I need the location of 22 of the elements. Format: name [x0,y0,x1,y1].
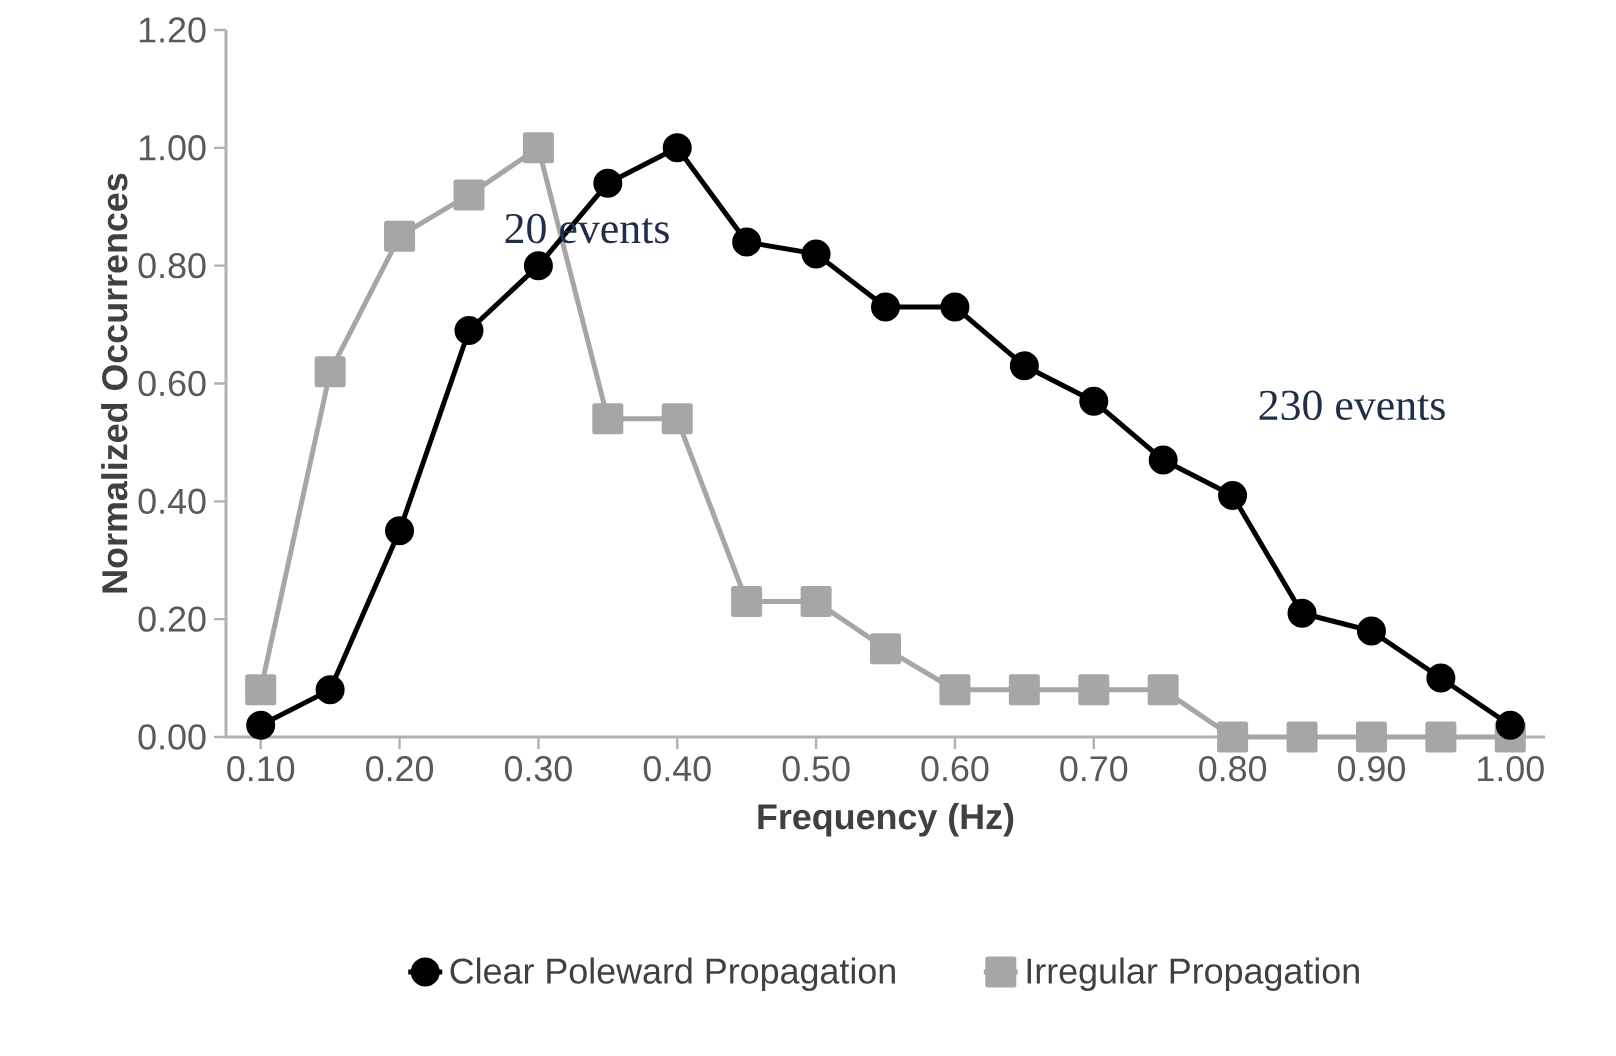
x-tick-label: 0.80 [1199,756,1267,782]
x-tick-label: 0.30 [504,756,572,782]
y-tick-label: 1.20 [139,17,206,43]
x-tick-label: 0.70 [1060,756,1128,782]
y-axis-title: Normalized Occurrences [101,173,128,593]
y-tick-label: 0.20 [138,606,206,632]
x-tick-label: 0.90 [1337,756,1405,782]
annotation: 230 events [1259,390,1445,421]
y-tick-label: 0.80 [138,252,206,279]
y-tick-label: 0.00 [138,724,206,750]
x-axis-title: Frequency (Hz) [758,803,1014,837]
x-tick-label: 0.60 [921,756,989,782]
legend-label: Clear Poleward Propagation [450,957,895,991]
legend-label: Irregular Propagation [1027,957,1359,991]
x-tick-label: 0.50 [782,756,850,782]
x-tick-label: 0.10 [227,756,295,782]
x-tick-label: 0.20 [366,756,434,782]
y-tick-label: 0.60 [138,370,206,397]
x-tick-label: 0.40 [643,756,711,782]
x-tick-label: 1.00 [1478,756,1544,782]
y-tick-label: 0.40 [138,488,206,515]
y-tick-label: 1.00 [139,135,206,161]
